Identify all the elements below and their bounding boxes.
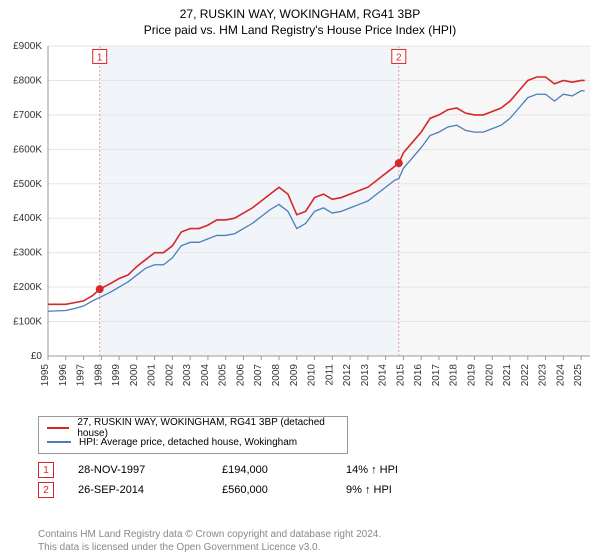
svg-text:2009: 2009 xyxy=(289,364,300,387)
svg-text:1995: 1995 xyxy=(40,364,51,387)
svg-text:1: 1 xyxy=(97,52,103,63)
footnote: Contains HM Land Registry data © Crown c… xyxy=(38,528,381,554)
svg-text:£200K: £200K xyxy=(13,282,42,293)
chart-svg: £0 £100K £200K £300K £400K £500K £600K £700K £80… xyxy=(0,42,600,412)
svg-text:2012: 2012 xyxy=(342,364,353,387)
svg-text:2: 2 xyxy=(396,52,402,63)
sale-badge: 2 xyxy=(38,482,54,498)
svg-text:2001: 2001 xyxy=(147,364,158,387)
svg-text:£900K: £900K xyxy=(13,42,42,52)
svg-text:£100K: £100K xyxy=(13,317,42,328)
svg-text:1999: 1999 xyxy=(111,364,122,387)
sale-badge: 1 xyxy=(38,462,54,478)
legend-box: 27, RUSKIN WAY, WOKINGHAM, RG41 3BP (det… xyxy=(38,416,348,454)
svg-text:£800K: £800K xyxy=(13,75,42,86)
legend-row: 27, RUSKIN WAY, WOKINGHAM, RG41 3BP (det… xyxy=(47,421,339,435)
svg-text:2013: 2013 xyxy=(360,364,371,387)
svg-text:2004: 2004 xyxy=(200,364,211,387)
svg-text:2018: 2018 xyxy=(449,364,460,387)
svg-text:1998: 1998 xyxy=(93,364,104,387)
footnote-line2: This data is licensed under the Open Gov… xyxy=(38,542,320,553)
svg-text:2021: 2021 xyxy=(502,364,513,387)
sale-date: 26-SEP-2014 xyxy=(78,484,198,496)
svg-text:2011: 2011 xyxy=(324,364,335,386)
legend-row: HPI: Average price, detached house, Woki… xyxy=(47,435,339,449)
chart-container: 27, RUSKIN WAY, WOKINGHAM, RG41 3BP Pric… xyxy=(0,0,600,560)
sale-date: 28-NOV-1997 xyxy=(78,464,198,476)
svg-text:£500K: £500K xyxy=(13,179,42,190)
sale-row: 1 28-NOV-1997 £194,000 14% ↑ HPI xyxy=(38,460,446,480)
svg-text:£400K: £400K xyxy=(13,213,42,224)
svg-text:2019: 2019 xyxy=(466,364,477,387)
svg-text:2006: 2006 xyxy=(235,364,246,387)
svg-text:£700K: £700K xyxy=(13,110,42,121)
sale-row: 2 26-SEP-2014 £560,000 9% ↑ HPI xyxy=(38,480,446,500)
svg-text:2014: 2014 xyxy=(378,364,389,387)
legend-label: HPI: Average price, detached house, Woki… xyxy=(79,437,297,448)
svg-text:2003: 2003 xyxy=(182,364,193,387)
svg-text:£600K: £600K xyxy=(13,144,42,155)
svg-text:£0: £0 xyxy=(31,351,43,362)
svg-text:2017: 2017 xyxy=(431,364,442,387)
svg-text:2022: 2022 xyxy=(520,364,531,387)
svg-text:2015: 2015 xyxy=(395,364,406,387)
svg-text:1996: 1996 xyxy=(58,364,69,387)
svg-text:2016: 2016 xyxy=(413,364,424,387)
legend-swatch xyxy=(47,427,69,429)
sale-price: £194,000 xyxy=(222,464,322,476)
svg-text:2020: 2020 xyxy=(484,364,495,387)
chart-area: £0 £100K £200K £300K £400K £500K £600K £700K £80… xyxy=(0,42,600,412)
title-line2: Price paid vs. HM Land Registry's House … xyxy=(0,23,600,37)
svg-text:2005: 2005 xyxy=(218,364,229,387)
svg-text:2025: 2025 xyxy=(573,364,584,387)
legend-swatch xyxy=(47,441,71,443)
svg-text:2024: 2024 xyxy=(555,364,566,387)
sale-price: £560,000 xyxy=(222,484,322,496)
sales-table: 1 28-NOV-1997 £194,000 14% ↑ HPI 2 26-SEP-201… xyxy=(38,460,446,500)
sale-delta: 14% ↑ HPI xyxy=(346,464,446,476)
footnote-line1: Contains HM Land Registry data © Crown c… xyxy=(38,529,381,540)
svg-text:2002: 2002 xyxy=(164,364,175,387)
svg-text:2007: 2007 xyxy=(253,364,264,387)
svg-text:2010: 2010 xyxy=(307,364,318,387)
svg-text:1997: 1997 xyxy=(76,364,87,387)
title-line1: 27, RUSKIN WAY, WOKINGHAM, RG41 3BP xyxy=(0,0,600,23)
sale-delta: 9% ↑ HPI xyxy=(346,484,446,496)
svg-text:2000: 2000 xyxy=(129,364,140,387)
svg-text:£300K: £300K xyxy=(13,248,42,259)
svg-text:2008: 2008 xyxy=(271,364,282,387)
svg-text:2023: 2023 xyxy=(538,364,549,387)
